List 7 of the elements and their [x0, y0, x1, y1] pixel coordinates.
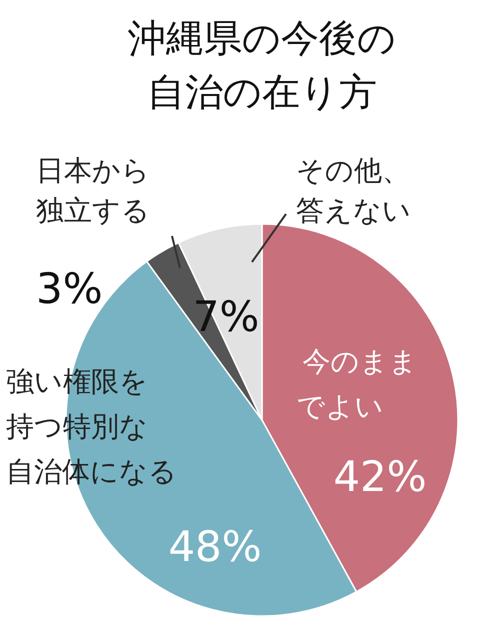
chart-title: 沖縄県の今後の自治の在り方	[128, 16, 396, 114]
slice-label: 日本から独立する	[36, 154, 150, 227]
data-label: 3%	[36, 264, 103, 313]
data-label: 42%	[333, 452, 427, 501]
slice-label: その他、答えない	[296, 154, 411, 227]
data-label: 48%	[168, 522, 262, 571]
slice-label: 今のままでよい	[296, 345, 418, 423]
